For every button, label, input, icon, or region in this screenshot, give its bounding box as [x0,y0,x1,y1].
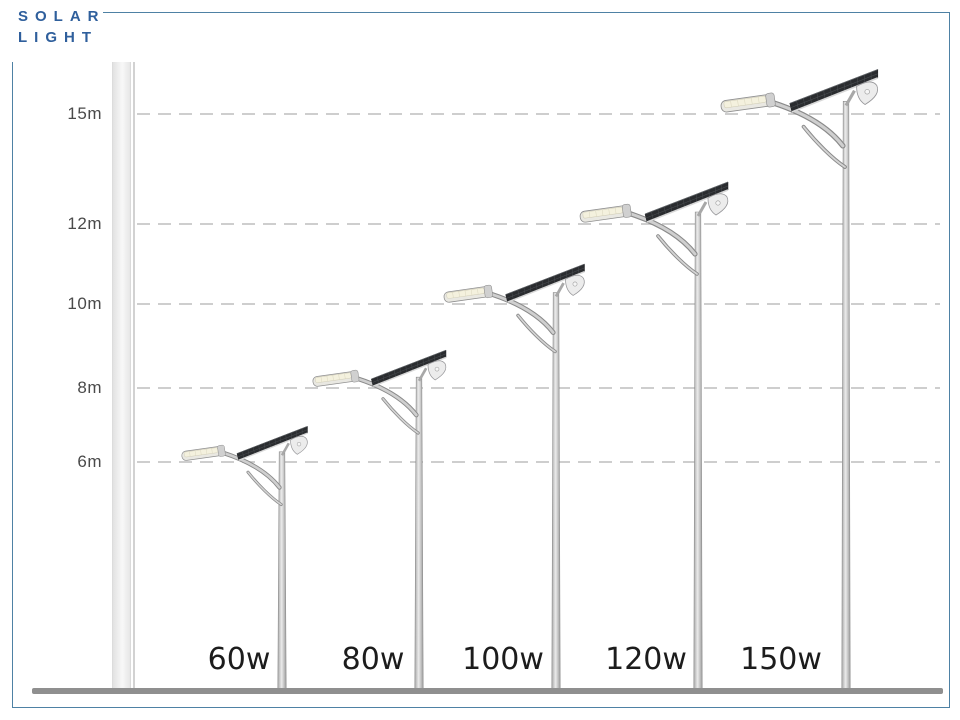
lamp-head [579,203,632,223]
brand-logo: SOLAR LIGHT [18,6,106,48]
pole [414,376,424,693]
frame-border-right [949,12,950,708]
watt-label-80w: 80w [341,642,405,677]
lamp-arm [625,210,698,257]
arm-brace [656,234,699,276]
watt-label-60w: 60w [207,642,271,677]
street-light-120w [579,181,729,693]
solar-panel [644,181,729,223]
lamp-head [312,369,360,387]
arm-brace [516,313,557,354]
ground-bar [32,688,943,694]
lamp-arm [353,375,419,418]
height-axis-line [133,62,135,688]
lamp-arm [769,99,846,149]
tick-label-6m: 6m [77,452,102,471]
frame-border-top [103,12,950,13]
arm-brace [381,397,420,435]
street-light-150w [720,69,879,693]
lamp-head [181,444,226,461]
street-light-80w [312,349,447,693]
tick-label-15m: 15m [67,104,102,123]
street-light-100w [443,263,585,693]
logo-line-solar: SOLAR [18,8,106,25]
solar-panel [789,69,879,113]
pole [693,211,703,693]
frame-border-left [12,62,13,708]
arm-brace [801,124,847,169]
tick-label-10m: 10m [67,294,102,313]
tick-label-8m: 8m [77,378,102,397]
lamp-head [443,284,493,303]
lamp-arm [487,291,556,335]
watt-label-100w: 100w [462,642,544,677]
arm-brace [246,470,283,507]
measuring-pole-bar [112,62,131,688]
tick-label-12m: 12m [67,214,102,233]
logo-line-light: LIGHT [18,29,98,46]
pole [841,100,851,693]
frame-border-bottom [12,707,950,708]
solar-panel [236,425,308,461]
lamp-head [720,92,776,113]
watt-label-150w: 150w [740,642,822,677]
solar-panel [505,263,585,303]
lamp-arm [220,450,282,490]
watt-label-120w: 120w [605,642,687,677]
solar-panel [371,349,447,387]
